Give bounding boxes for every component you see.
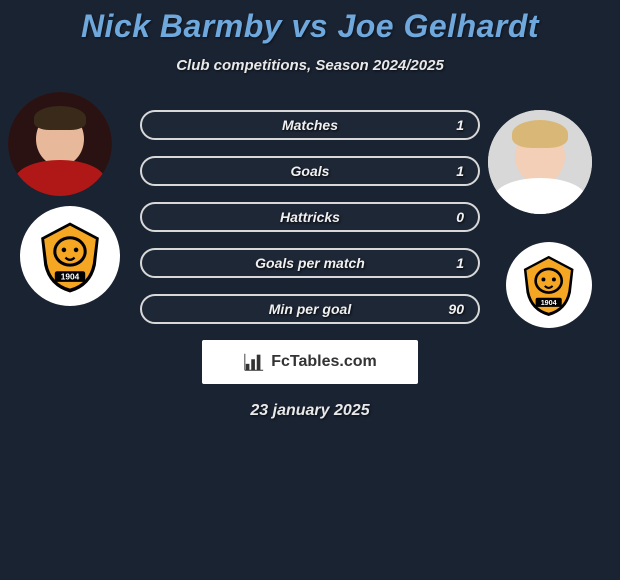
stat-label: Matches: [282, 117, 338, 133]
site-logo-card: FcTables.com: [202, 340, 418, 384]
svg-text:1904: 1904: [61, 272, 80, 282]
club-left-badge: 1904: [20, 206, 120, 306]
svg-text:1904: 1904: [541, 299, 557, 307]
stat-value-right: 1: [456, 117, 464, 133]
stat-value-right: 1: [456, 255, 464, 271]
stat-rows: Matches 1 Goals 1 Hattricks 0 Goals per match 1…: [140, 110, 480, 340]
stat-label: Goals per match: [255, 255, 365, 271]
stat-row: Matches 1: [140, 110, 480, 140]
tiger-badge-icon: 1904: [32, 218, 108, 294]
stat-value-right: 1: [456, 163, 464, 179]
stat-row: Goals per match 1: [140, 248, 480, 278]
player-right-avatar: [488, 110, 592, 214]
stat-row: Goals 1: [140, 156, 480, 186]
stat-label: Min per goal: [269, 301, 351, 317]
page-title: Nick Barmby vs Joe Gelhardt: [0, 8, 620, 45]
barchart-icon: [243, 351, 265, 373]
page-subtitle: Club competitions, Season 2024/2025: [0, 57, 620, 74]
stat-value-right: 90: [448, 301, 464, 317]
player-left-avatar: [8, 92, 112, 196]
stats-area: 1904: [0, 104, 620, 334]
stat-row: Min per goal 90: [140, 294, 480, 324]
stat-label: Hattricks: [280, 209, 340, 225]
tiger-badge-icon: 1904: [516, 252, 581, 317]
club-right-badge: 1904: [506, 242, 592, 328]
footer-date: 23 january 2025: [0, 402, 620, 420]
stat-label: Goals: [291, 163, 330, 179]
site-logo-text: FcTables.com: [271, 353, 377, 371]
stat-value-right: 0: [456, 209, 464, 225]
stat-row: Hattricks 0: [140, 202, 480, 232]
